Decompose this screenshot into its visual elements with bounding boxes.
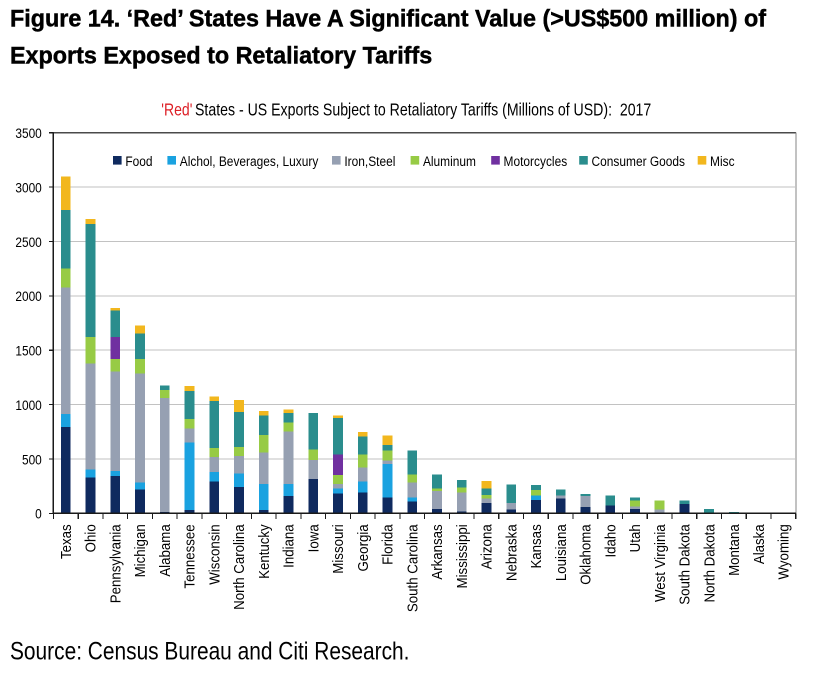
svg-text:3000: 3000 (15, 179, 41, 195)
svg-text:Indiana: Indiana (281, 524, 298, 568)
svg-text:Pennsylvania: Pennsylvania (108, 524, 125, 603)
svg-text:Nebraska: Nebraska (504, 524, 521, 581)
svg-text:Misc: Misc (710, 153, 735, 169)
svg-text:3500: 3500 (15, 125, 41, 141)
svg-text:South Dakota: South Dakota (677, 524, 694, 605)
svg-text:Utah: Utah (627, 524, 644, 552)
svg-text:Arkansas: Arkansas (429, 524, 446, 579)
svg-text:Ohio: Ohio (83, 524, 100, 552)
svg-text:0: 0 (35, 506, 42, 522)
svg-text:1000: 1000 (15, 397, 41, 413)
svg-text:Tennessee: Tennessee (182, 524, 199, 588)
svg-text:Georgia: Georgia (355, 524, 372, 571)
svg-text:Iowa: Iowa (306, 524, 323, 552)
svg-text:Alchol, Beverages, Luxury: Alchol, Beverages, Luxury (180, 153, 319, 169)
svg-text:South Carolina: South Carolina (405, 524, 422, 612)
svg-text:Motorcycles: Motorcycles (504, 153, 568, 169)
svg-text:Arizona: Arizona (479, 524, 496, 569)
svg-text:Source: Census Bureau and Citi: Source: Census Bureau and Citi Research. (10, 637, 409, 665)
svg-text:Iron,Steel: Iron,Steel (344, 153, 395, 169)
svg-text:2000: 2000 (15, 288, 41, 304)
svg-text:Wisconsin: Wisconsin (207, 524, 224, 584)
svg-text:Kansas: Kansas (528, 524, 545, 568)
svg-text:Consumer Goods: Consumer Goods (592, 153, 686, 169)
svg-text:Louisiana: Louisiana (553, 524, 570, 581)
svg-text:States - US Exports Subject to: States - US Exports Subject to Retaliato… (195, 100, 651, 120)
svg-text:500: 500 (22, 451, 42, 467)
svg-text:Montana: Montana (726, 524, 743, 576)
svg-text:Texas: Texas (58, 524, 75, 559)
svg-text:'Red': 'Red' (161, 100, 192, 120)
svg-text:Exports Exposed to Retaliatory: Exports Exposed to Retaliatory Tariffs (10, 43, 432, 69)
svg-text:Idaho: Idaho (603, 524, 620, 557)
svg-text:Florida: Florida (380, 524, 397, 565)
svg-text:North Dakota: North Dakota (702, 524, 719, 602)
svg-text:Wyoming: Wyoming (776, 524, 793, 579)
svg-text:West Virginia: West Virginia (652, 524, 669, 602)
svg-text:North Carolina: North Carolina (231, 524, 248, 610)
svg-text:Michigan: Michigan (133, 524, 150, 577)
svg-text:Mississippi: Mississippi (454, 524, 471, 588)
svg-text:2500: 2500 (15, 234, 41, 250)
svg-text:Kentucky: Kentucky (256, 523, 273, 578)
svg-text:1500: 1500 (15, 343, 41, 359)
svg-text:Figure 14. ‘Red’ States Have A: Figure 14. ‘Red’ States Have A Significa… (10, 6, 766, 32)
svg-text:Alaska: Alaska (751, 524, 768, 564)
svg-text:Food: Food (125, 153, 152, 169)
svg-text:Oklahoma: Oklahoma (578, 524, 595, 585)
svg-text:Aluminum: Aluminum (423, 153, 476, 169)
svg-text:Missouri: Missouri (330, 524, 347, 573)
svg-text:Alabama: Alabama (157, 524, 174, 576)
